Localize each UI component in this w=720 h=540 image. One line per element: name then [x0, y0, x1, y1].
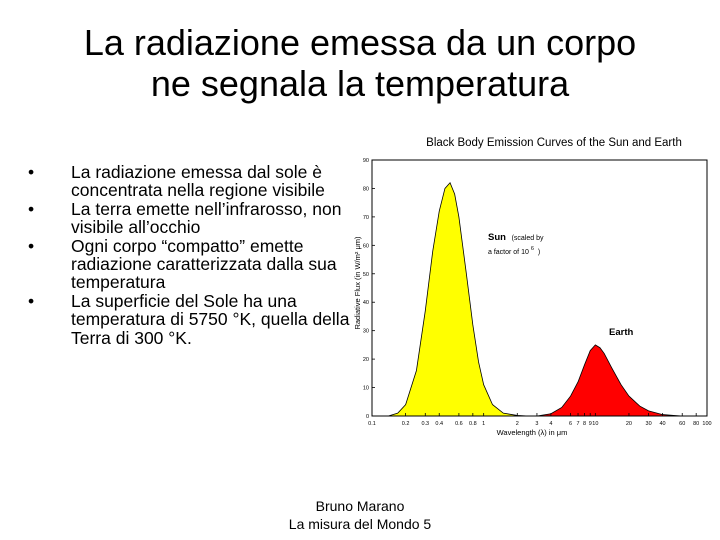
svg-text:Sun (scaled by: Sun (scaled by [488, 232, 544, 243]
x-tick-label: 0.6 [455, 421, 463, 427]
x-tick-label: 9 [589, 421, 592, 427]
x-tick-label: 40 [660, 421, 666, 427]
bullet-item: • La radiazione emessa dal sole è concent… [28, 163, 353, 200]
earth-area [536, 344, 683, 416]
x-tick-label: 20 [626, 421, 632, 427]
sun-area [388, 182, 529, 416]
series-layer [388, 182, 683, 417]
bullet-item: • Ogni corpo “compatto” emette radiazione… [28, 235, 353, 293]
x-tick-label: 10 [592, 421, 598, 427]
bullet-item: • La superficie del Sole ha una temperatu… [28, 290, 353, 348]
x-tick-label: 0.4 [435, 421, 443, 427]
footer-course: La misura del Mondo 5 [288, 516, 432, 532]
x-tick-label: 4 [549, 421, 552, 427]
bullet-text: La superficie del Sole ha una temperatur… [71, 290, 350, 348]
bullet-marker: • [28, 290, 35, 311]
bullet-text: La radiazione emessa dal sole è concentr… [71, 162, 325, 201]
y-tick-label: 30 [363, 329, 369, 335]
x-tick-label: 0.8 [469, 421, 477, 427]
earth-label: Earth [609, 327, 633, 338]
sun-annotation: Sun (scaled by a factor of 10 6 ) [488, 232, 544, 256]
x-tick-label: 80 [693, 421, 699, 427]
footer-author: Bruno Marano [315, 498, 405, 514]
x-tick-label: 1 [482, 421, 485, 427]
bullet-list: • La radiazione emessa dal sole è concent… [28, 163, 353, 347]
x-tick-label: 0.1 [368, 421, 376, 427]
black-body-emission-chart: Black Body Emission Curves of the Sun an… [353, 137, 712, 437]
x-tick-label: 6 [569, 421, 572, 427]
x-tick-label: 2 [516, 421, 519, 427]
sun-factor-note: a factor of 10 [488, 249, 529, 256]
slide-title: La radiazione emessa da un corpo ne segn… [0, 22, 720, 104]
bullet-text: Ogni corpo “compatto” emette radiazione … [71, 235, 337, 293]
slide-footer: Bruno Marano La misura del Mondo 5 [270, 497, 450, 533]
chart-title: Black Body Emission Curves of the Sun an… [426, 137, 682, 149]
slide-title-line-1: La radiazione emessa da un corpo [83, 22, 637, 63]
bullet-text: La terra emette nell’infrarosso, non vis… [71, 198, 342, 238]
x-tick-label: 0.3 [421, 421, 429, 427]
x-tick-label: 0.2 [402, 421, 410, 427]
bullet-marker: • [28, 162, 35, 182]
axes-layer: 0 10 20 30 40 50 60 70 80 90 0.1 0.2 0.3 0.4 0.6 0.8 1 2 3… [363, 158, 712, 427]
y-tick-label: 70 [363, 215, 369, 221]
sun-factor-close: ) [538, 249, 540, 256]
y-tick-label: 10 [363, 386, 369, 392]
x-tick-label: 30 [646, 421, 652, 427]
bullet-marker: • [28, 235, 35, 256]
x-tick-label: 7 [577, 421, 580, 427]
x-axis-label: Wavelength (λ) in μm [497, 428, 568, 437]
slide-title-line-2: ne segnala la temperatura [150, 63, 570, 104]
y-axis-label: Radiative Flux (in W/m² μm) [353, 236, 362, 330]
svg-text:a factor of 10 6 ): a factor of 10 6 ) [488, 245, 540, 256]
x-tick-label: 100 [702, 421, 711, 427]
x-tick-label: 3 [535, 421, 538, 427]
sun-factor-exponent: 6 [531, 246, 534, 252]
sun-scaled-note: (scaled by [512, 235, 544, 242]
earth-curve [536, 344, 683, 417]
x-tick-label: 60 [679, 421, 685, 427]
y-tick-label: 80 [363, 186, 369, 192]
y-tick-label: 50 [363, 272, 369, 278]
y-tick-label: 40 [363, 300, 369, 306]
y-tick-label: 20 [363, 357, 369, 363]
plot-frame [371, 159, 708, 417]
x-tick-label: 8 [583, 421, 586, 427]
y-tick-label: 0 [366, 414, 369, 420]
sun-curve [388, 182, 529, 417]
sun-label: Sun [488, 232, 506, 243]
y-tick-label: 90 [363, 158, 369, 164]
bullet-marker: • [28, 198, 35, 219]
bullet-item: • La terra emette nell’infrarosso, non vi… [28, 198, 353, 238]
y-tick-label: 60 [363, 243, 369, 249]
